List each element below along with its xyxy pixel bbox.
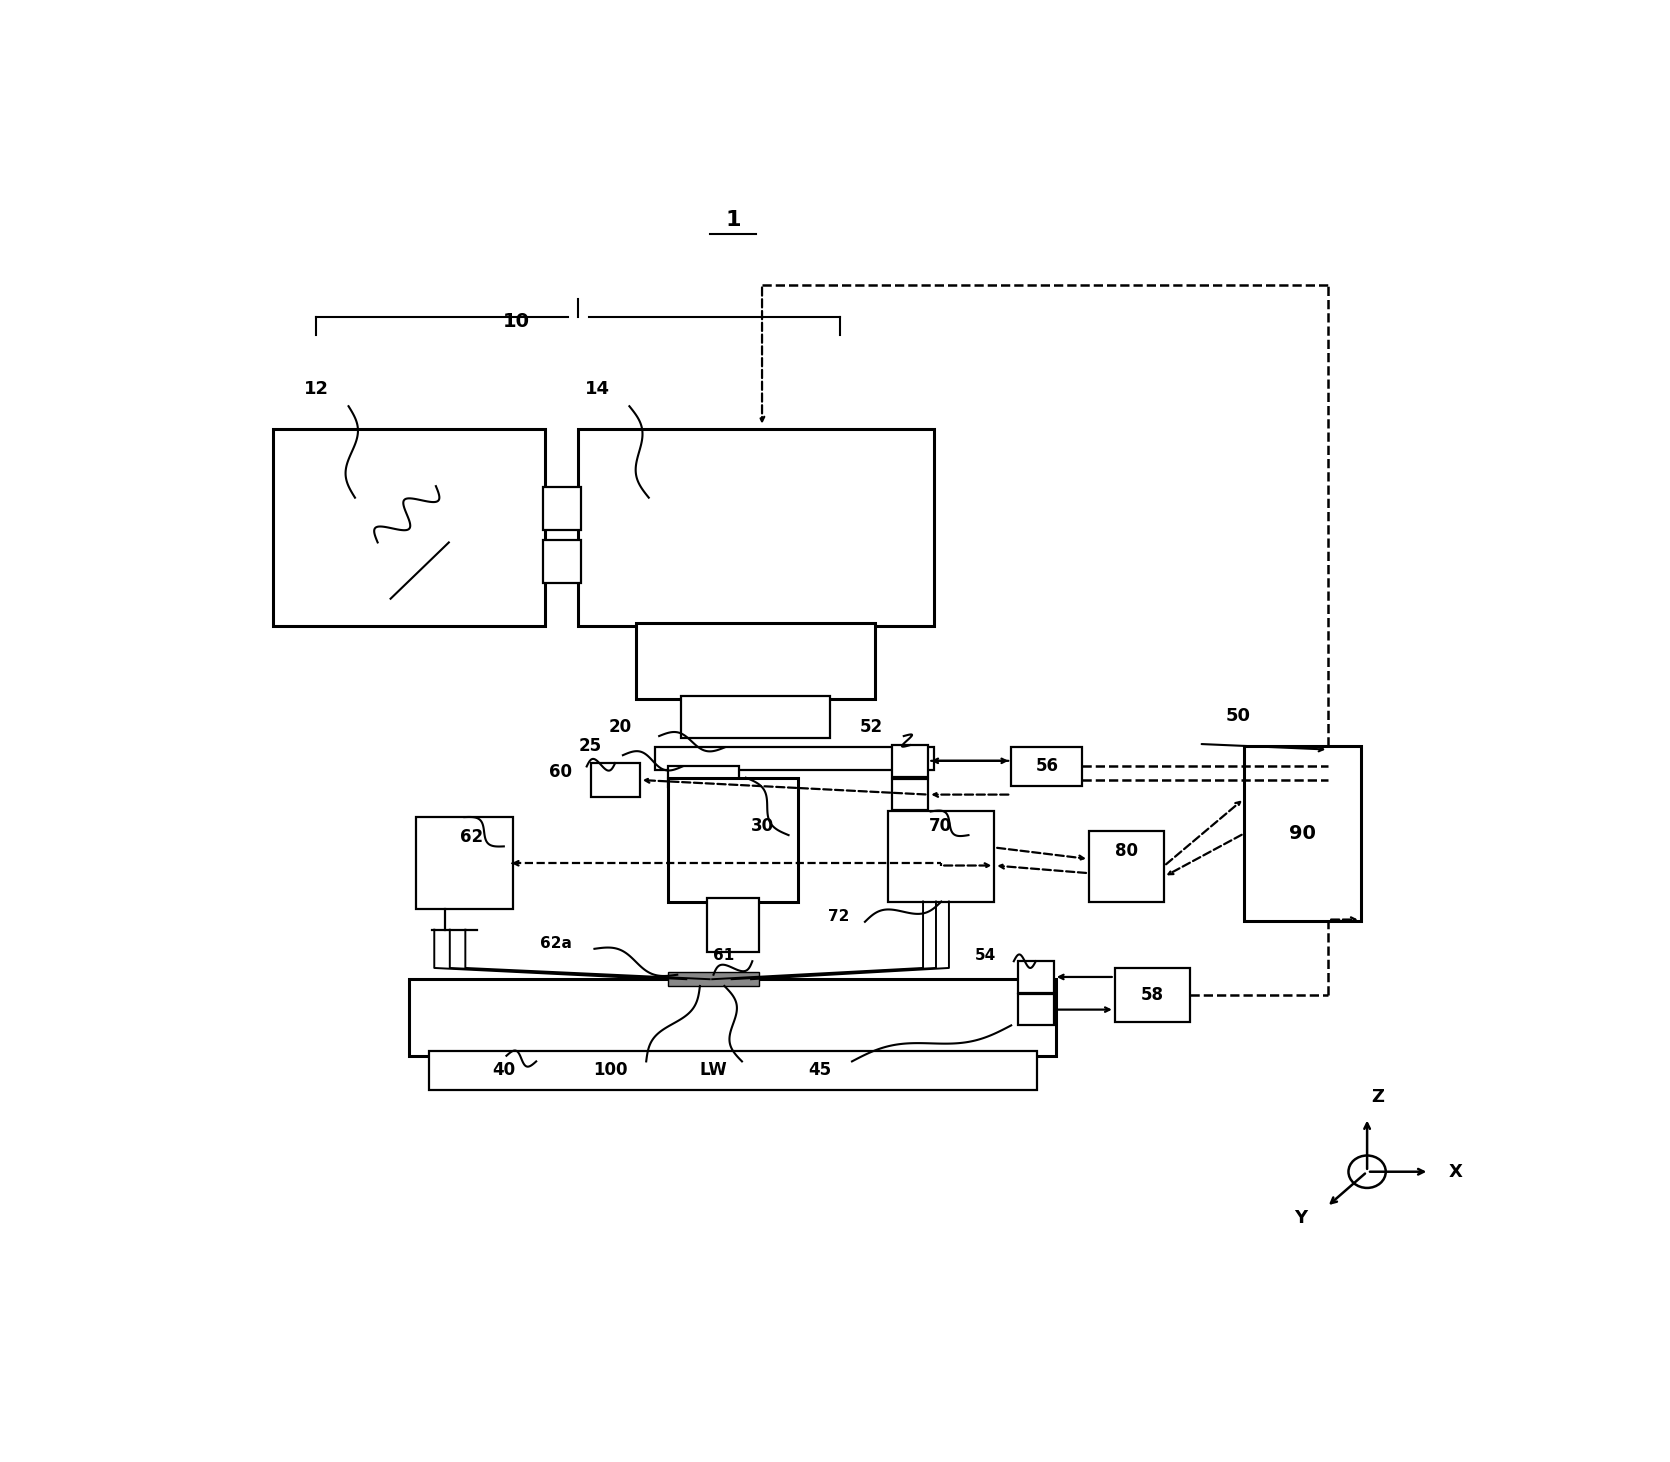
Text: 58: 58 (1141, 985, 1164, 1004)
Text: Y: Y (1294, 1209, 1308, 1227)
Bar (668, 778, 798, 902)
Bar (429, 1051, 1037, 1089)
Text: Z: Z (1371, 1088, 1384, 1107)
Text: X: X (1448, 1162, 1461, 1181)
Bar (888, 811, 994, 902)
Text: 62a: 62a (539, 936, 571, 950)
Bar (274, 428, 544, 626)
Text: 100: 100 (593, 1061, 628, 1079)
Bar (543, 487, 581, 531)
Bar (409, 980, 1057, 1056)
Bar (416, 817, 513, 909)
Bar (681, 696, 830, 738)
Bar (706, 898, 758, 952)
Bar (892, 779, 929, 810)
Bar (578, 428, 934, 626)
Bar (1116, 968, 1189, 1022)
Text: 20: 20 (610, 718, 631, 735)
Text: 61: 61 (713, 947, 735, 963)
Text: 52: 52 (860, 718, 883, 735)
Text: 54: 54 (975, 947, 995, 963)
Text: 60: 60 (549, 763, 573, 781)
Bar (668, 766, 740, 787)
Text: 80: 80 (1116, 842, 1137, 860)
Text: 62: 62 (459, 829, 483, 846)
Text: 30: 30 (752, 817, 775, 835)
Text: 72: 72 (828, 909, 850, 924)
Bar (1017, 961, 1054, 993)
Text: 1: 1 (725, 211, 741, 231)
Text: 90: 90 (1289, 825, 1316, 844)
Bar (668, 972, 758, 985)
Bar (591, 763, 640, 797)
Text: 25: 25 (579, 737, 603, 756)
Text: 70: 70 (929, 817, 952, 835)
Text: 14: 14 (584, 380, 610, 398)
Text: 45: 45 (808, 1061, 832, 1079)
Bar (892, 746, 929, 776)
Bar (1017, 994, 1054, 1025)
Bar (636, 623, 875, 699)
Bar (1010, 747, 1082, 785)
Text: 12: 12 (304, 380, 329, 398)
Text: 40: 40 (493, 1061, 516, 1079)
Bar (543, 539, 581, 583)
Text: 50: 50 (1226, 706, 1251, 725)
Text: 10: 10 (503, 313, 531, 332)
Bar (1244, 746, 1361, 921)
Text: LW: LW (700, 1061, 728, 1079)
Bar (1089, 830, 1164, 902)
Bar (655, 747, 934, 770)
Text: 56: 56 (1035, 757, 1059, 775)
